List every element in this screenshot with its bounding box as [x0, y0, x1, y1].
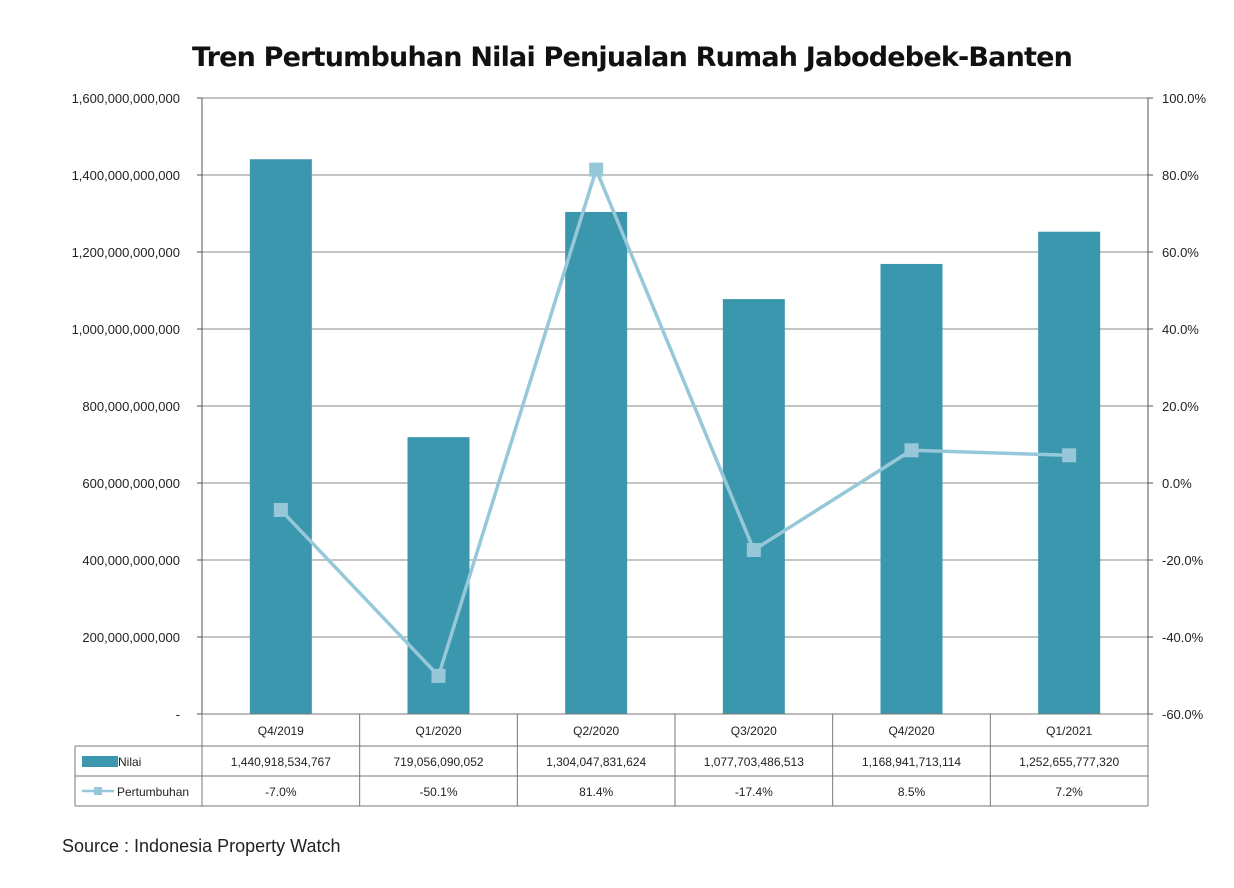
left-tick-label: 1,600,000,000,000 — [72, 91, 180, 106]
right-tick-label: -20.0% — [1162, 553, 1204, 568]
right-tick-label: -40.0% — [1162, 630, 1204, 645]
table-value-pertumbuhan: 8.5% — [898, 785, 926, 799]
bar-Q1/2020 — [407, 437, 470, 714]
category-label: Q1/2020 — [415, 724, 461, 738]
left-tick-label: 400,000,000,000 — [82, 553, 180, 568]
left-tick-label: 800,000,000,000 — [82, 399, 180, 414]
right-tick-label: -60.0% — [1162, 707, 1204, 722]
table-value-pertumbuhan: 7.2% — [1055, 785, 1083, 799]
data-table: Q4/2019 Q1/2020 Q2/2020 Q3/2020 Q4/2020 Q1/20… — [74, 713, 1149, 807]
right-tick-label: 40.0% — [1162, 322, 1199, 337]
source-note: Source : Indonesia Property Watch — [62, 836, 341, 856]
left-tick-label: 200,000,000,000 — [82, 630, 180, 645]
point-Q1/2020 — [431, 668, 446, 683]
left-tick-label: 1,200,000,000,000 — [72, 245, 180, 260]
category-label: Q4/2020 — [888, 724, 934, 738]
bar-series-nilai — [249, 159, 1101, 715]
legend-key-pertumbuhan-marker — [94, 787, 102, 795]
left-tick-label: - — [176, 707, 180, 722]
table-value-nilai: 1,168,941,713,114 — [862, 755, 962, 769]
legend-label-pertumbuhan: Pertumbuhan — [117, 785, 189, 799]
point-Q3/2020 — [746, 542, 761, 557]
right-tick-label: 100.0% — [1162, 91, 1207, 106]
point-Q4/2020 — [904, 443, 919, 458]
table-value-pertumbuhan: -17.4% — [735, 785, 773, 799]
line-series-pertumbuhan — [273, 162, 1077, 683]
legend-label-nilai: Nilai — [118, 755, 141, 769]
bar-Q3/2020 — [722, 299, 785, 714]
category-label: Q3/2020 — [731, 724, 777, 738]
bar-Q1/2021 — [1038, 231, 1101, 714]
table-value-nilai: 1,077,703,486,513 — [704, 755, 804, 769]
category-label: Q4/2019 — [258, 724, 304, 738]
point-Q1/2021 — [1062, 448, 1077, 463]
bar-Q4/2019 — [249, 159, 312, 715]
chart-title: Tren Pertumbuhan Nilai Penjualan Rumah J… — [191, 42, 1073, 73]
axes: - 200,000,000,000 400,000,000,000 600,000,0… — [72, 91, 1207, 722]
right-tick-label: 80.0% — [1162, 168, 1199, 183]
gridlines — [202, 97, 1148, 715]
bar-Q2/2020 — [565, 211, 628, 714]
legend-key-nilai — [82, 756, 118, 767]
table-value-nilai: 1,440,918,534,767 — [231, 755, 331, 769]
right-tick-label: 60.0% — [1162, 245, 1199, 260]
table-value-nilai: 1,252,655,777,320 — [1019, 755, 1119, 769]
right-tick-label: 0.0% — [1162, 476, 1192, 491]
table-value-nilai: 1,304,047,831,624 — [546, 755, 646, 769]
right-tick-label: 20.0% — [1162, 399, 1199, 414]
point-Q4/2019 — [273, 502, 288, 517]
left-tick-label: 1,000,000,000,000 — [72, 322, 180, 337]
table-value-pertumbuhan: -50.1% — [419, 785, 457, 799]
left-tick-label: 600,000,000,000 — [82, 476, 180, 491]
point-Q2/2020 — [589, 162, 604, 177]
category-label: Q2/2020 — [573, 724, 619, 738]
table-value-pertumbuhan: 81.4% — [579, 785, 613, 799]
bar-Q4/2020 — [880, 263, 943, 714]
category-label: Q1/2021 — [1046, 724, 1092, 738]
pertumbuhan-line — [279, 167, 1070, 678]
left-tick-label: 1,400,000,000,000 — [72, 168, 180, 183]
table-value-pertumbuhan: -7.0% — [265, 785, 297, 799]
table-value-nilai: 719,056,090,052 — [393, 755, 483, 769]
